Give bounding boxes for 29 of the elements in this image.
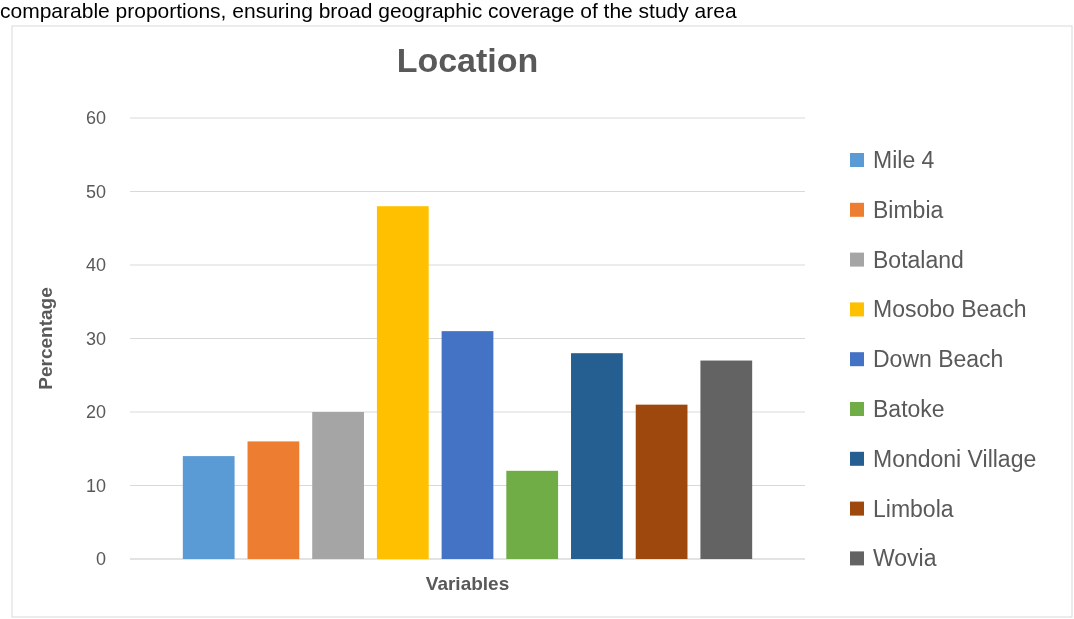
y-tick-label: 60 <box>85 108 106 129</box>
legend-label: Mile 4 <box>873 147 935 174</box>
bar <box>247 441 300 559</box>
legend-label: Down Beach <box>873 346 1004 373</box>
chart-title: Location <box>396 41 539 79</box>
y-tick-label: 0 <box>95 549 106 570</box>
y-axis-title: Percentage <box>35 287 56 390</box>
y-tick-label: 40 <box>85 255 106 276</box>
text: comparable proportions, ensuring broad geographic coverage of the study area <box>0 0 737 22</box>
bar <box>700 360 753 559</box>
y-tick-label: 10 <box>85 475 106 496</box>
bar <box>182 456 235 559</box>
x-axis-title: Variables <box>425 573 510 594</box>
bar <box>571 353 623 559</box>
bar <box>441 331 494 559</box>
bar <box>312 412 364 559</box>
legend-label: Mosobo Beach <box>873 296 1027 323</box>
bar <box>506 470 559 559</box>
y-tick-label: 30 <box>85 328 106 349</box>
legend-label: Botaland <box>873 246 964 273</box>
legend-label: Batoke <box>873 396 945 423</box>
y-tick-label: 50 <box>85 181 106 202</box>
legend-label: Limbola <box>873 495 954 522</box>
bar <box>376 206 429 559</box>
y-tick-label: 20 <box>85 402 106 423</box>
legend-label: Bimbia <box>873 196 944 223</box>
legend-label: Mondoni Village <box>873 445 1037 472</box>
legend-label: Wovia <box>873 545 937 572</box>
bar <box>635 404 688 559</box>
